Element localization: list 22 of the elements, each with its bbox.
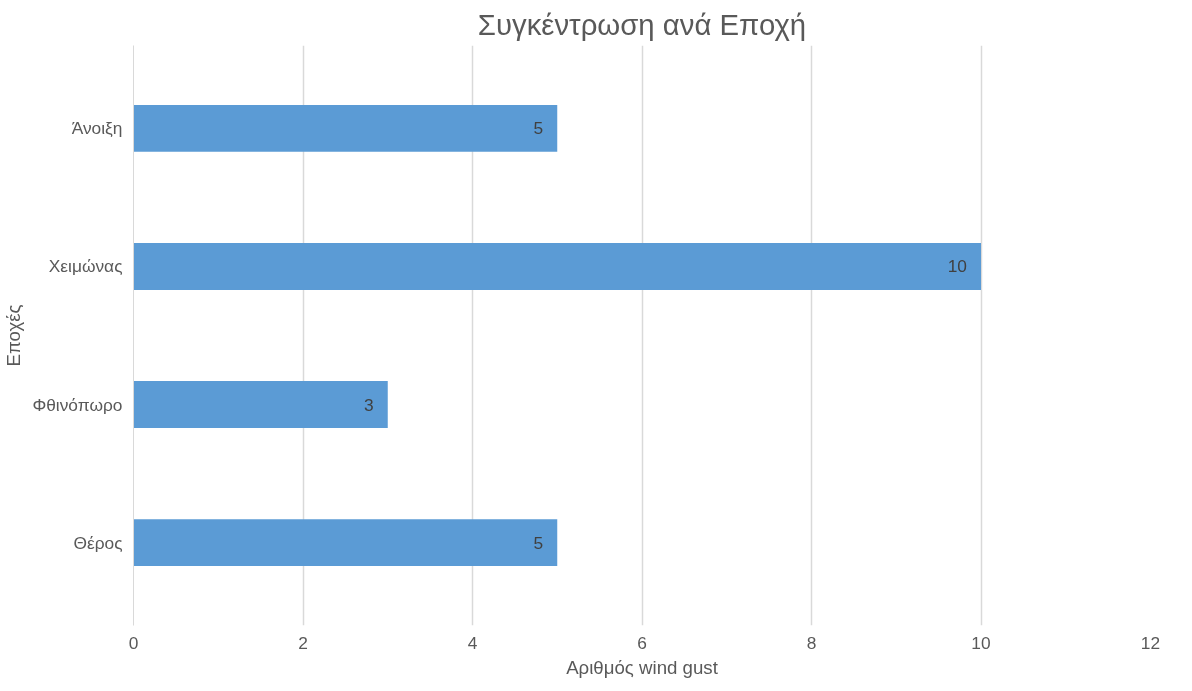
y-tick-label: Φθινόπωρο — [32, 394, 123, 415]
bar — [133, 104, 558, 152]
bar — [133, 381, 388, 429]
x-axis-title: Αριθμός wind gust — [566, 656, 719, 678]
x-tick-label: 4 — [467, 632, 478, 653]
x-tick-label: 8 — [806, 632, 817, 653]
x-tick-label: 0 — [128, 632, 139, 653]
x-tick-label: 10 — [971, 632, 991, 653]
y-tick-label: Θέρος — [73, 532, 123, 553]
y-tick-label: Άνοιξη — [71, 118, 123, 139]
data-label: 5 — [533, 118, 544, 139]
data-label: 3 — [364, 394, 374, 415]
data-label: 5 — [533, 532, 544, 553]
bar — [133, 519, 558, 567]
bar — [133, 242, 981, 290]
chart-title: Συγκέντρωση ανά Εποχή — [477, 7, 807, 41]
y-axis-title: Εποχές — [3, 304, 25, 367]
y-tick-label: Χειμώνας — [48, 256, 123, 277]
x-tick-label: 2 — [298, 632, 308, 653]
data-label: 10 — [947, 256, 968, 277]
x-tick-label: 6 — [637, 632, 647, 653]
x-tick-label: 12 — [1140, 632, 1161, 653]
